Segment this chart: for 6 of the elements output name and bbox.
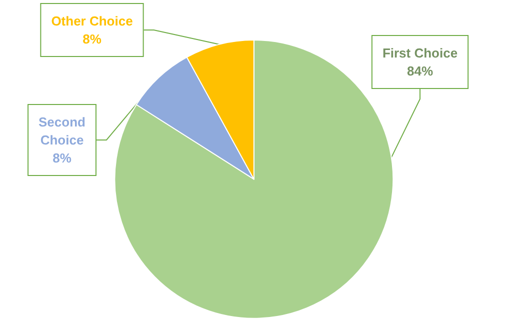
slice-label: Other Choice <box>51 14 133 28</box>
data-label: 8% <box>82 32 102 46</box>
data-label: 8% <box>52 150 72 166</box>
data-label: 84% <box>406 64 434 78</box>
slice-label: First Choice <box>382 46 458 60</box>
slice-label: Second Choice <box>38 114 86 148</box>
